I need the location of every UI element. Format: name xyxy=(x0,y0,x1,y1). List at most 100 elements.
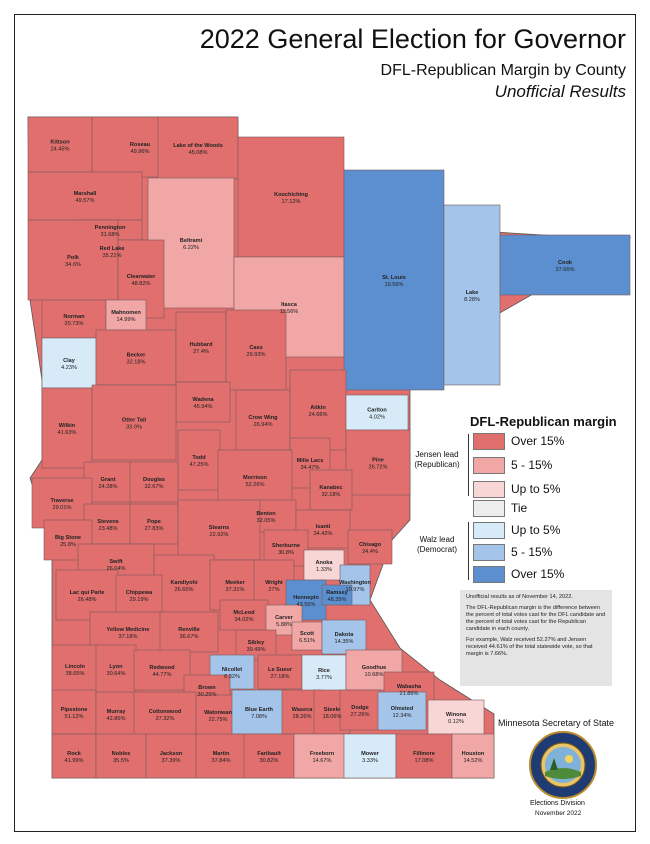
county-name-dodge: Dodge xyxy=(351,705,368,711)
county-houston xyxy=(451,733,495,779)
county-margin-murray: 42.86% xyxy=(107,716,126,722)
legend-swatch-dem-upto5 xyxy=(473,522,505,539)
county-name-yellow-medicine: Yellow Medicine xyxy=(107,627,150,633)
footer-date: November 2022 xyxy=(535,810,582,817)
county-name-chippewa: Chippewa xyxy=(126,590,153,596)
county-name-scott: Scott xyxy=(300,631,314,637)
county-margin-beltrami: 6.22% xyxy=(183,245,199,251)
county-margin-mcleod: 34.02% xyxy=(235,617,254,623)
county-margin-houston: 14.52% xyxy=(464,758,483,764)
county-margin-stevens: 23.48% xyxy=(99,526,118,532)
page-subtitle: DFL-Republican Margin by County xyxy=(380,62,626,79)
county-margin-marshall: 49.57% xyxy=(76,198,95,204)
county-margin-carver: 5.88% xyxy=(276,622,292,628)
county-olmsted xyxy=(377,691,427,731)
county-margin-dodge: 27.26% xyxy=(351,712,370,718)
county-carlton xyxy=(345,394,409,431)
county-margin-roseau: 49.96% xyxy=(131,149,150,155)
county-margin-otter-tail: 33.9% xyxy=(126,425,142,431)
county-lac-qui-parle xyxy=(55,569,119,621)
county-name-hennepin: Hennepin xyxy=(293,595,319,601)
county-margin-todd: 47.25% xyxy=(190,462,209,468)
county-redwood xyxy=(133,649,191,691)
county-name-goodhue: Goodhue xyxy=(362,665,387,671)
county-name-roseau: Roseau xyxy=(130,142,151,148)
county-margin-pennington: 31.68% xyxy=(101,232,120,238)
county-name-houston: Houston xyxy=(462,751,485,757)
county-margin-swift: 26.04% xyxy=(107,566,126,572)
county-name-isanti: Isanti xyxy=(316,524,331,530)
county-name-stevens: Stevens xyxy=(97,519,118,525)
county-norman xyxy=(41,299,107,339)
county-margin-le-sueur: 27.18% xyxy=(271,674,290,680)
county-blue-earth xyxy=(231,689,287,735)
county-name-sherburne: Sherburne xyxy=(272,543,300,549)
county-margin-grant: 24.28% xyxy=(99,484,118,490)
county-fillmore xyxy=(395,733,453,779)
legend-label-rep-5-15: 5 - 15% xyxy=(511,458,553,472)
county-name-swift: Swift xyxy=(109,559,122,565)
county-margin-koochiching: 17.12% xyxy=(282,199,301,205)
county-name-rice: Rice xyxy=(318,668,330,674)
county-name-mcleod: McLeod xyxy=(233,610,255,616)
county-margin-pope: 27.83% xyxy=(145,526,164,532)
county-scott xyxy=(291,621,323,651)
county-clay xyxy=(41,337,97,389)
legend-label-rep-over15: Over 15% xyxy=(511,434,565,448)
legend-swatch-rep-5-15 xyxy=(473,457,505,474)
county-margin-red-lake: 35.21% xyxy=(103,253,122,259)
county-margin-scott: 6.51% xyxy=(299,638,315,644)
county-name-red-lake: Red Lake xyxy=(100,246,125,252)
county-name-mille-lacs: Mille Lacs xyxy=(297,458,324,464)
county-winona xyxy=(427,699,485,735)
county-name-lake: Lake xyxy=(466,290,479,296)
county-margin-lake-of-the-woods: 45.08% xyxy=(189,150,208,156)
county-name-koochiching: Koochiching xyxy=(274,192,308,198)
county-margin-yellow-medicine: 37.18% xyxy=(119,634,138,640)
county-koochiching xyxy=(237,136,345,258)
county-wadena xyxy=(175,381,231,423)
county-chisago xyxy=(347,529,393,565)
county-margin-lac-qui-parle: 26.48% xyxy=(78,597,97,603)
county-name-aitkin: Aitkin xyxy=(310,405,326,411)
county-margin-clearwater: 48.82% xyxy=(132,281,151,287)
county-le-sueur xyxy=(257,654,303,690)
county-renville xyxy=(159,611,219,653)
legend-swatch-dem-over15 xyxy=(473,566,505,583)
county-name-polk: Polk xyxy=(67,255,80,261)
county-name-lincoln: Lincoln xyxy=(65,664,85,670)
office-name: Minnesota Secretary of State xyxy=(498,718,615,728)
county-margin-martin: 37.84% xyxy=(212,758,231,764)
county-margin-rock: 41.99% xyxy=(65,758,84,764)
county-name-olmsted: Olmsted xyxy=(391,706,414,712)
county-jackson xyxy=(145,733,197,779)
county-wilkin xyxy=(41,387,93,469)
county-margin-mille-lacs: 34.47% xyxy=(301,465,320,471)
county-name-waseca: Waseca xyxy=(292,707,314,713)
county-margin-becker: 32.18% xyxy=(127,360,146,366)
county-kittson xyxy=(27,116,93,173)
county-name-cook: Cook xyxy=(558,260,573,266)
county-stearns xyxy=(177,499,261,561)
legend-title: DFL-Republican margin xyxy=(470,414,617,429)
county-name-clay: Clay xyxy=(63,358,76,364)
county-kandiyohi xyxy=(153,554,215,616)
county-name-winona: Winona xyxy=(446,712,467,718)
county-name-cass: Cass xyxy=(249,345,262,351)
county-name-stearns: Stearns xyxy=(209,525,230,531)
county-name-wilkin: Wilkin xyxy=(59,423,76,429)
county-name-le-sueur: Le Sueur xyxy=(268,667,293,673)
county-mower xyxy=(343,733,397,779)
county-name-watonwan: Watonwan xyxy=(204,710,232,716)
county-margin-jackson: 37.39% xyxy=(162,758,181,764)
county-margin-meeker: 37.31% xyxy=(226,587,245,593)
county-pope xyxy=(129,503,179,545)
county-margin-pipestone: 51.12% xyxy=(65,714,84,720)
county-name-becker: Becker xyxy=(127,353,146,359)
county-freeborn xyxy=(293,733,351,779)
county-name-otter-tail: Otter Tail xyxy=(122,418,147,424)
county-margin-benton: 32.05% xyxy=(257,518,276,524)
county-margin-blue-earth: 7.08% xyxy=(251,714,267,720)
legend-swatch-rep-upto5 xyxy=(473,481,505,498)
